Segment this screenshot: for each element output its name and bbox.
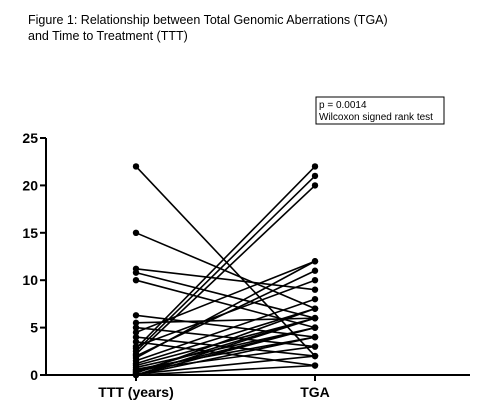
- point-tga-29: [311, 333, 319, 341]
- y-tick-label-20: 20: [22, 177, 38, 193]
- axis-labels: 0 5 10 15 20 25 TTT (years) TGA: [22, 130, 329, 400]
- series-line-12: [135, 165, 316, 350]
- figure-title-line-1: Figure 1: Relationship between Total Gen…: [28, 13, 388, 27]
- point-tga-28: [311, 324, 319, 331]
- point-tga-22: [311, 343, 319, 350]
- point-tga-13: [311, 172, 319, 180]
- p-value-annotation: p = 0.0014 Wilcoxon signed rank test: [315, 96, 445, 125]
- y-tick-label-15: 15: [22, 225, 38, 241]
- point-tga-26: [311, 352, 319, 360]
- point-tga-17: [311, 295, 319, 303]
- point-ttt-5: [132, 312, 140, 319]
- axes: [40, 137, 470, 381]
- point-ttt-8: [132, 329, 140, 336]
- series-line-19: [135, 317, 316, 367]
- series-line-27: [135, 317, 316, 376]
- point-tga-16: [311, 258, 319, 265]
- series-line-18: [135, 307, 316, 365]
- point-ttt-9: [132, 333, 140, 341]
- series-line-0: [135, 165, 316, 357]
- x-tick-label-0: TTT (years): [98, 384, 173, 400]
- series-line-16: [135, 260, 316, 359]
- annotation-box: [315, 96, 445, 125]
- point-tga-11: [311, 277, 319, 284]
- point-ttt-7: [132, 324, 140, 331]
- series-line-17: [135, 298, 316, 362]
- series-line-29: [135, 336, 316, 376]
- y-tick-label-10: 10: [22, 272, 38, 288]
- figure-title-line-2: and Time to Treatment (TTT): [28, 29, 188, 43]
- series-line-25: [135, 307, 316, 374]
- series-line-14: [135, 184, 316, 355]
- series-line-8: [135, 260, 316, 334]
- series-lines: [135, 165, 316, 376]
- point-tga-25: [311, 305, 319, 312]
- figure-title: Figure 1: Relationship between Total Gen…: [28, 12, 488, 44]
- point-ttt-1: [132, 229, 140, 236]
- series-line-13: [135, 175, 316, 352]
- annotation-test-name: Wilcoxon signed rank test: [319, 112, 433, 123]
- series-line-2: [135, 268, 316, 291]
- series-line-26: [135, 355, 316, 375]
- point-tga-15: [311, 267, 319, 274]
- point-ttt-0: [132, 163, 140, 170]
- point-ttt-4: [132, 277, 140, 284]
- data-points: [132, 163, 319, 379]
- point-ttt-3: [132, 269, 140, 276]
- y-tick-label-5: 5: [30, 320, 38, 336]
- series-line-30: [135, 364, 316, 376]
- annotation-p-value: p = 0.0014: [319, 100, 367, 111]
- series-line-3: [135, 271, 316, 319]
- point-ttt-6: [132, 319, 140, 327]
- point-ttt-10: [132, 338, 140, 346]
- point-ttt-30: [132, 371, 140, 379]
- point-tga-14: [311, 182, 319, 189]
- point-tga-30: [311, 362, 319, 369]
- point-tga-27: [311, 314, 319, 322]
- point-tga-12: [311, 163, 319, 170]
- y-tick-label-25: 25: [22, 130, 38, 146]
- series-line-28: [135, 326, 316, 376]
- x-tick-label-1: TGA: [300, 384, 330, 400]
- y-tick-label-0: 0: [30, 367, 38, 383]
- point-tga-2: [311, 286, 319, 293]
